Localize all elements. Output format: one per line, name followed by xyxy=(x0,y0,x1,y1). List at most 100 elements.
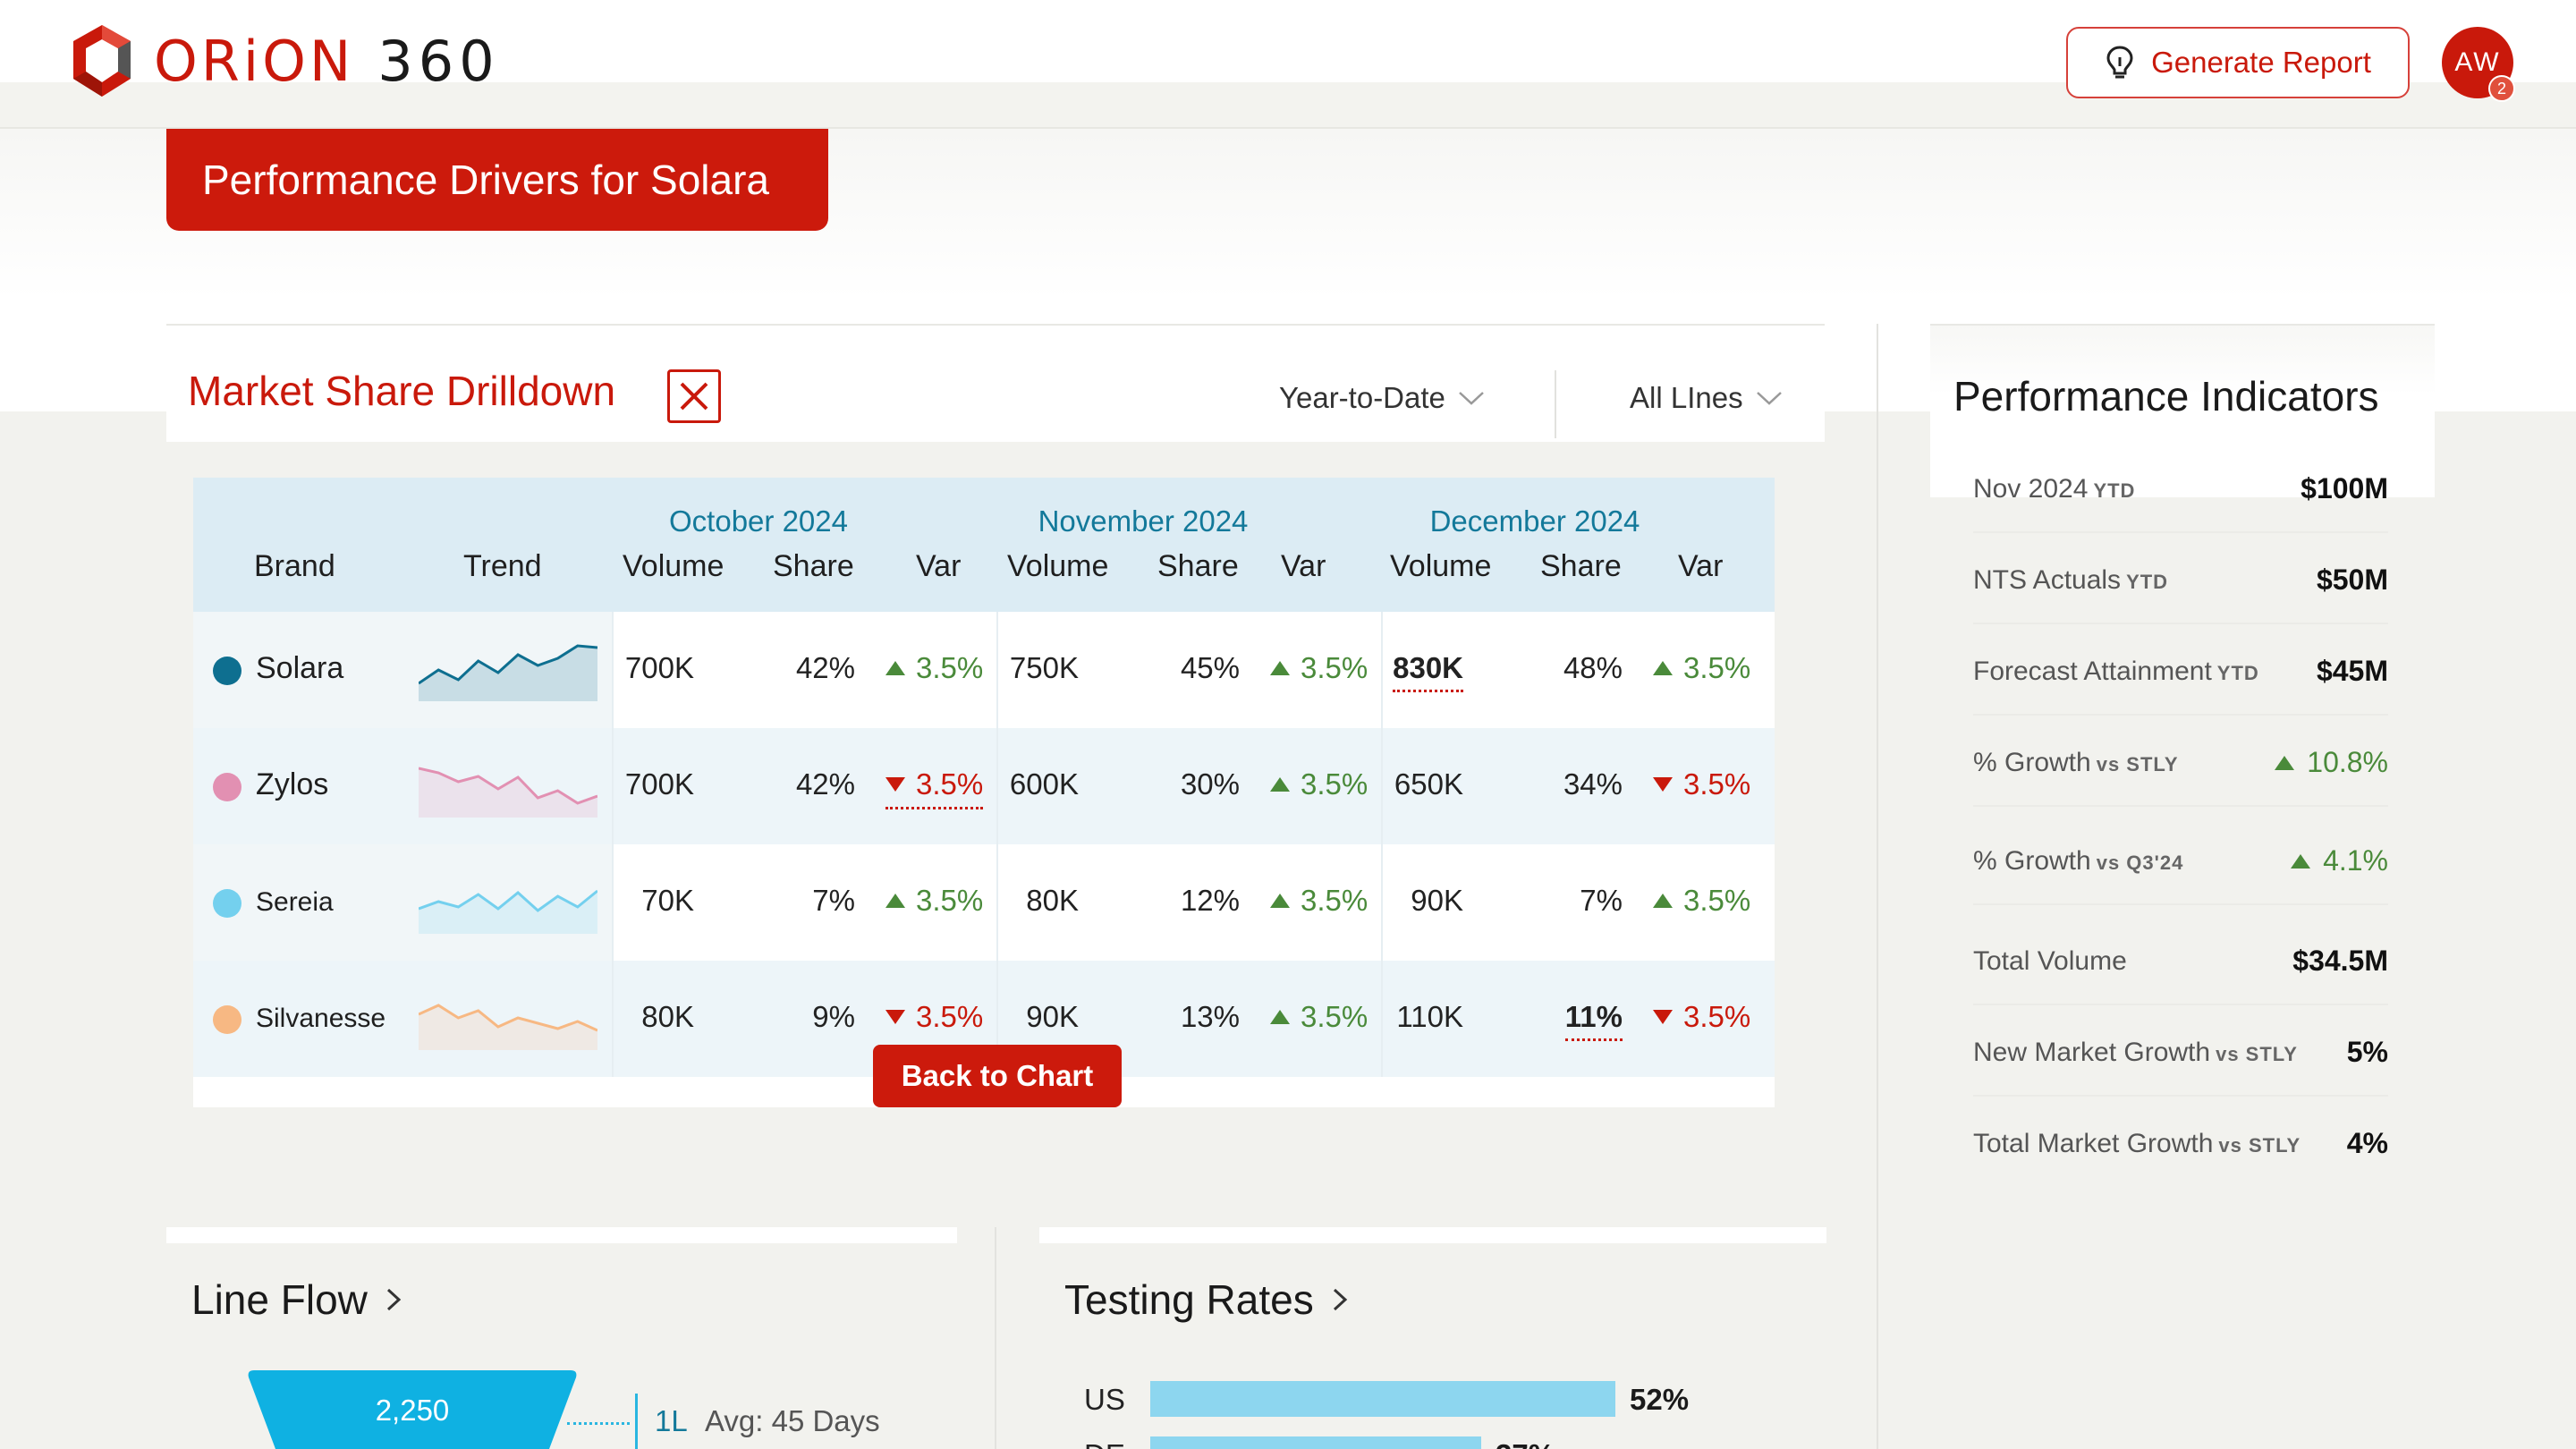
volume-value: 80K xyxy=(1026,884,1079,917)
trend-sparkline xyxy=(419,767,597,818)
kpi-label-text: Forecast Attainment xyxy=(1973,657,2212,686)
variance-value: 3.5% xyxy=(916,651,984,684)
funnel-stage[interactable] xyxy=(245,1370,580,1449)
drilldown-card-header xyxy=(166,324,1825,442)
volume-cell[interactable]: 830K xyxy=(1393,651,1463,692)
kpi-value: 4.1% xyxy=(2291,844,2388,877)
month-divider xyxy=(1381,612,1383,728)
volume-cell: 90K xyxy=(1411,884,1463,918)
chevron-down-icon xyxy=(1459,392,1484,405)
generate-report-label: Generate Report xyxy=(2151,46,2371,79)
share-cell: 42% xyxy=(796,651,855,685)
kpi-label-text: % Growth xyxy=(1973,846,2091,876)
volume-cell: 700K xyxy=(625,767,694,801)
chevron-right-icon xyxy=(386,1288,402,1311)
line-dropdown[interactable]: All LInes xyxy=(1630,381,1783,415)
kpi-row: Total Volume $34.5M xyxy=(1973,914,2388,1005)
funnel-marker xyxy=(635,1394,638,1449)
testing-rate-label: DE xyxy=(1084,1438,1125,1449)
kpi-label-qualifier: vs Q3'24 xyxy=(2096,852,2184,874)
kpi-row: Total Market Growth vs STLY 4% xyxy=(1973,1097,2388,1188)
kpi-value: 4% xyxy=(2347,1127,2388,1160)
month-header: November 2024 xyxy=(1038,504,1249,538)
col-volume: Volume xyxy=(623,549,724,583)
arrow-up-icon xyxy=(1270,894,1290,908)
month-divider xyxy=(1381,844,1383,961)
arrow-up-icon xyxy=(886,894,905,908)
month-divider xyxy=(612,612,614,728)
share-cell: 34% xyxy=(1563,767,1623,801)
orion-logo[interactable]: ORiON 360 xyxy=(70,23,500,98)
table-row[interactable]: Sereia 70K 7% 3.5% 80K 12% 3.5% 90K 7% 3.5% xyxy=(193,844,1775,961)
arrow-up-icon xyxy=(1653,894,1673,908)
kpi-value: $50M xyxy=(2317,564,2388,597)
line-flow-title-link[interactable]: Line Flow xyxy=(191,1275,403,1324)
col-brand: Brand xyxy=(254,549,335,583)
month-divider xyxy=(996,612,998,728)
kpi-value-text: $100M xyxy=(2301,472,2388,504)
month-header: October 2024 xyxy=(669,504,848,538)
variance-cell: 3.5% xyxy=(1270,767,1368,801)
table-row[interactable]: Solara 700K 42% 3.5% 750K 45% 3.5% 830K 48% 3.5% xyxy=(193,612,1775,728)
kpi-label: Total Volume xyxy=(1973,946,2132,977)
kpi-label: Total Market Growth vs STLY xyxy=(1973,1129,2301,1159)
kpi-label-text: NTS Actuals xyxy=(1973,565,2122,595)
testing-rates-title-link[interactable]: Testing Rates xyxy=(1064,1275,1350,1324)
volume-value: 750K xyxy=(1009,651,1079,684)
col-var: Var xyxy=(1281,549,1326,583)
share-cell[interactable]: 11% xyxy=(1564,1000,1623,1041)
generate-report-button[interactable]: Generate Report xyxy=(2066,27,2410,98)
arrow-up-icon xyxy=(2275,755,2295,770)
share-value: 12% xyxy=(1180,884,1240,917)
volume-value: 90K xyxy=(1026,1000,1079,1033)
kpi-label: % Growth vs STLY xyxy=(1973,748,2179,778)
volume-value: 700K xyxy=(624,651,694,684)
kpi-label: NTS Actuals YTD xyxy=(1973,565,2168,596)
testing-rate-label: US xyxy=(1084,1383,1125,1416)
kpi-label-qualifier: vs STLY xyxy=(2216,1043,2298,1065)
month-divider xyxy=(996,961,998,1077)
kpi-label: % Growth vs Q3'24 xyxy=(1973,846,2183,877)
volume-value: 650K xyxy=(1394,767,1463,801)
volume-cell: 80K xyxy=(641,1000,694,1034)
kpi-label-text: Nov 2024 xyxy=(1973,474,2089,504)
kpi-row: NTS Actuals YTD $50M xyxy=(1973,533,2388,624)
share-cell: 13% xyxy=(1181,1000,1240,1034)
volume-cell: 90K xyxy=(1026,1000,1079,1034)
kpi-label-text: New Market Growth xyxy=(1973,1038,2211,1067)
share-cell: 30% xyxy=(1181,767,1240,801)
testing-rate-bar[interactable] xyxy=(1150,1436,1481,1449)
period-dropdown-value: Year-to-Date xyxy=(1279,381,1445,414)
share-cell: 9% xyxy=(812,1000,855,1034)
variance-cell: 3.5% xyxy=(1270,651,1368,685)
brand-name: Sereia xyxy=(256,887,334,917)
variance-cell[interactable]: 3.5% xyxy=(886,767,984,809)
share-value: 9% xyxy=(812,1000,855,1033)
variance-value: 3.5% xyxy=(916,767,984,801)
volume-value: 700K xyxy=(624,767,694,801)
variance-value: 3.5% xyxy=(916,1000,984,1033)
kpi-label-qualifier: vs STLY xyxy=(2218,1134,2301,1157)
back-to-chart-button[interactable]: Back to Chart xyxy=(873,1045,1122,1107)
table-row[interactable]: Zylos 700K 42% 3.5% 600K 30% 3.5% 650K 34% 3.5% xyxy=(193,728,1775,844)
variance-value: 3.5% xyxy=(1301,651,1368,684)
kpi-row: Forecast Attainment YTD $45M xyxy=(1973,624,2388,716)
month-divider xyxy=(996,728,998,844)
period-dropdown[interactable]: Year-to-Date xyxy=(1279,381,1485,415)
share-value: 7% xyxy=(812,884,855,917)
col-var: Var xyxy=(1678,549,1724,583)
brand-color-dot xyxy=(213,657,242,685)
variance-cell: 3.5% xyxy=(1653,651,1750,685)
share-cell: 7% xyxy=(812,884,855,918)
variance-cell: 3.5% xyxy=(1653,1000,1750,1034)
performance-title: Performance Indicators xyxy=(1953,373,2379,419)
testing-rates-card-top xyxy=(1039,1227,1826,1243)
close-drilldown-button[interactable] xyxy=(667,369,721,423)
kpi-label-qualifier: YTD xyxy=(2093,479,2136,502)
share-value: 48% xyxy=(1563,651,1623,684)
testing-rate-bar[interactable] xyxy=(1150,1381,1615,1417)
share-value: 11% xyxy=(1564,1000,1623,1041)
testing-rate-value: 52% xyxy=(1630,1383,1690,1416)
logo-number: 360 xyxy=(377,28,500,94)
brand-color-dot xyxy=(213,1005,242,1034)
